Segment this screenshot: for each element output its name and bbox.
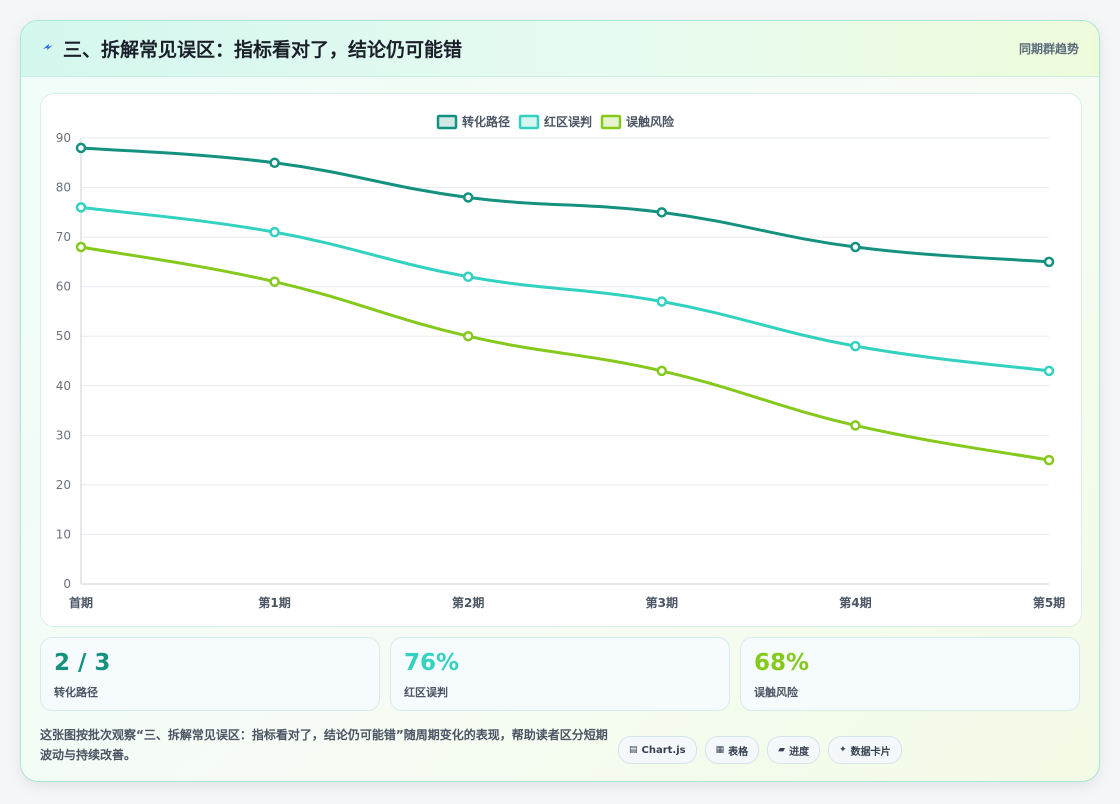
data-point (656, 296, 668, 307)
kpi-card-1: 2 / 3 转化路径 (40, 637, 380, 711)
sparkle-icon: ✦ (839, 745, 847, 755)
y-tick-label: 50 (56, 329, 71, 343)
data-point (850, 420, 861, 431)
data-point (850, 340, 861, 352)
page-title: 三、拆解常见误区：指标看对了，结论仍可能错 (63, 39, 463, 61)
x-tick-label: 第1期 (258, 595, 290, 610)
kpi-value: 68% (754, 650, 810, 676)
y-tick-label: 10 (56, 527, 71, 541)
tag-progress[interactable]: ▰ 进度 (767, 736, 821, 764)
x-tick-label: 第5期 (1033, 595, 1065, 610)
tag-data-card[interactable]: ✦ 数据卡片 (828, 736, 902, 764)
kpi-label: 红区误判 (404, 686, 448, 699)
chart-subtitle: 同期群趋势 (1018, 42, 1079, 56)
y-tick-label: 60 (56, 280, 71, 294)
data-point (269, 276, 280, 287)
y-tick-label: 70 (56, 230, 71, 244)
data-point (462, 330, 474, 342)
kpi-card-2: 76% 红区误判 (390, 637, 730, 711)
card-header: 三、拆解常见误区：指标看对了，结论仍可能错 同期群趋势 (21, 21, 1099, 77)
chart-icon: ▤ (629, 745, 638, 755)
series-line-2 (80, 205, 1050, 373)
kpi-card-3: 68% 误触风险 (740, 637, 1080, 711)
data-point (1043, 256, 1055, 268)
data-point (75, 142, 87, 154)
data-point (75, 202, 87, 213)
series-line-1 (80, 146, 1050, 264)
y-tick-label: 40 (56, 379, 71, 393)
legend-swatch (600, 114, 622, 130)
legend-label: 误触风险 (626, 114, 675, 129)
kpi-label: 转化路径 (54, 686, 98, 699)
data-point (1043, 365, 1055, 377)
data-point (462, 271, 474, 283)
tag-label: Chart.js (641, 744, 686, 756)
y-tick-label: 0 (63, 577, 71, 591)
tag-label: 进度 (789, 746, 810, 758)
progress-icon: ▰ (778, 745, 786, 755)
chart-card: 三、拆解常见误区：指标看对了，结论仍可能错 同期群趋势 0 10 20 30 40 50 6… (20, 20, 1100, 782)
data-point (75, 241, 87, 253)
y-tick-label: 30 (56, 428, 71, 442)
series-line-3 (80, 245, 1050, 462)
x-tick-label: 第4期 (839, 595, 871, 610)
y-tick-label: 20 (56, 478, 71, 492)
data-point (462, 192, 474, 203)
feature-tags: ▤ Chart.js ▦ 表格 ▰ 进度 ✦ 数据卡片 (618, 736, 902, 764)
legend-label: 转化路径 (462, 114, 510, 129)
tag-label: 表格 (728, 746, 749, 758)
data-point (850, 241, 861, 253)
y-tick-label: 80 (56, 181, 71, 195)
chart-container: 0 10 20 30 40 50 60 70 80 90 首期 第1期 第2期 第3期 第4期 第5期 转化路径… (40, 93, 1082, 627)
data-point (1043, 454, 1055, 466)
x-tick-label: 第2期 (452, 595, 484, 610)
data-point (656, 365, 668, 377)
table-icon: ▦ (715, 745, 725, 755)
data-point (269, 157, 280, 169)
kpi-value: 76% (404, 650, 460, 676)
tag-chartjs[interactable]: ▤ Chart.js (618, 736, 697, 764)
legend-label: 红区误判 (544, 114, 592, 129)
x-tick-label: 首期 (69, 595, 93, 610)
lightning-icon (43, 44, 53, 50)
data-point (656, 207, 668, 218)
chart-description: 这张图按批次观察“三、拆解常见误区：指标看对了，结论仍可能错”随周期变化的表现，… (40, 728, 608, 762)
legend-swatch (518, 114, 540, 130)
kpi-label: 误触风险 (754, 686, 798, 699)
line-chart: 0 10 20 30 40 50 60 70 80 90 首期 第1期 第2期 第3期 第4期 第5期 转化路径… (56, 114, 1065, 610)
tag-table[interactable]: ▦ 表格 (704, 736, 760, 764)
x-tick-label: 第3期 (646, 595, 678, 610)
kpi-value: 2 / 3 (54, 650, 111, 676)
data-point (269, 226, 280, 238)
legend-swatch (436, 114, 458, 130)
y-tick-label: 90 (56, 131, 71, 145)
tag-label: 数据卡片 (850, 746, 891, 758)
